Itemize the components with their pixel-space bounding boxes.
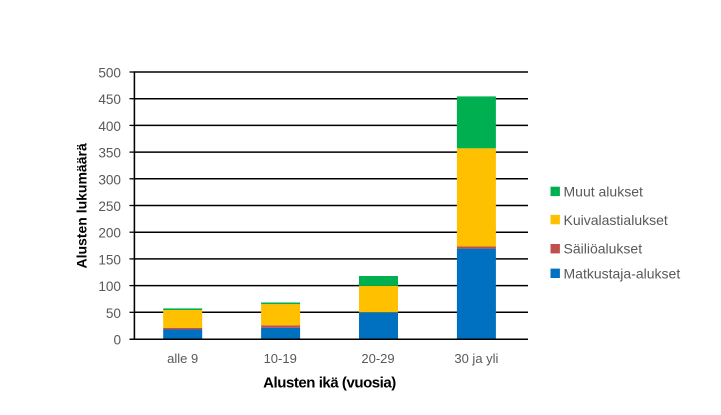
- svg-text:450: 450: [98, 92, 121, 107]
- svg-text:alle 9: alle 9: [167, 351, 198, 366]
- svg-text:100: 100: [98, 279, 121, 294]
- svg-text:250: 250: [98, 199, 121, 214]
- svg-text:400: 400: [98, 119, 121, 134]
- svg-text:500: 500: [98, 66, 121, 81]
- svg-text:200: 200: [98, 226, 121, 241]
- svg-text:Säiliöalukset: Säiliöalukset: [564, 240, 643, 256]
- svg-text:Matkustaja-alukset: Matkustaja-alukset: [564, 265, 681, 281]
- svg-text:30 ja yli: 30 ja yli: [454, 351, 498, 366]
- svg-text:0: 0: [113, 333, 121, 348]
- svg-text:Kuivalastialukset: Kuivalastialukset: [564, 212, 668, 228]
- svg-text:20-29: 20-29: [361, 351, 394, 366]
- svg-text:350: 350: [98, 146, 121, 161]
- svg-text:10-19: 10-19: [264, 351, 297, 366]
- svg-text:Muut alukset: Muut alukset: [564, 184, 643, 200]
- svg-text:150: 150: [98, 252, 121, 267]
- svg-text:Alusten lukumäärä: Alusten lukumäärä: [74, 143, 90, 268]
- svg-text:50: 50: [106, 306, 122, 321]
- svg-text:300: 300: [98, 172, 121, 187]
- svg-text:Alusten ikä (vuosia): Alusten ikä (vuosia): [263, 374, 396, 391]
